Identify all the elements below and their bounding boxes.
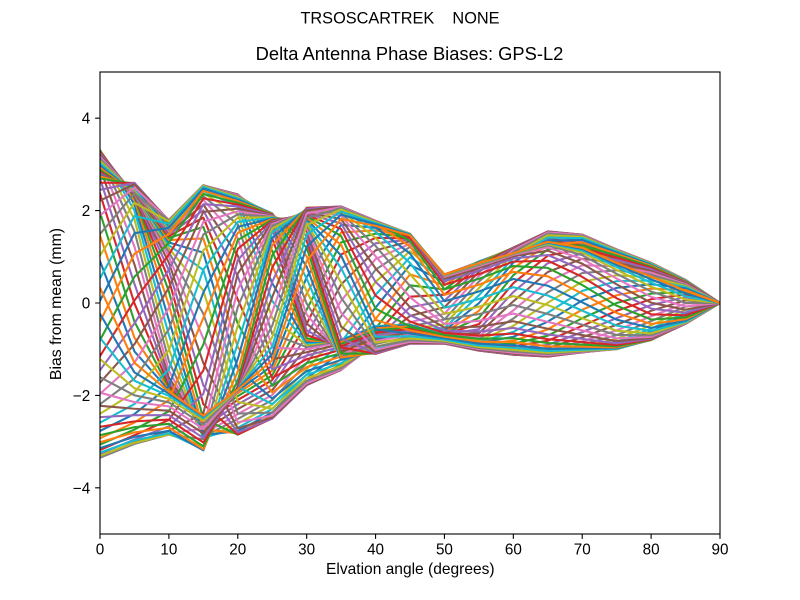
svg-text:−2: −2: [73, 388, 90, 405]
svg-text:TRSOSCARTREK NONE: TRSOSCARTREK NONE: [300, 10, 499, 28]
svg-text:Bias from mean (mm): Bias from mean (mm): [48, 228, 65, 380]
svg-text:Elvation angle (degrees): Elvation angle (degrees): [326, 561, 495, 578]
svg-text:50: 50: [436, 542, 453, 559]
svg-text:10: 10: [160, 542, 177, 559]
svg-text:0: 0: [96, 542, 105, 559]
svg-text:2: 2: [82, 203, 91, 220]
svg-text:60: 60: [505, 542, 522, 559]
svg-text:40: 40: [367, 542, 384, 559]
svg-text:70: 70: [574, 542, 591, 559]
svg-text:0: 0: [82, 295, 91, 312]
svg-text:20: 20: [229, 542, 246, 559]
svg-text:4: 4: [82, 111, 91, 128]
svg-text:80: 80: [643, 542, 660, 559]
svg-text:30: 30: [298, 542, 315, 559]
svg-text:Delta Antenna Phase Biases: GP: Delta Antenna Phase Biases: GPS-L2: [256, 43, 564, 64]
svg-text:90: 90: [712, 542, 729, 559]
svg-text:−4: −4: [73, 480, 91, 497]
